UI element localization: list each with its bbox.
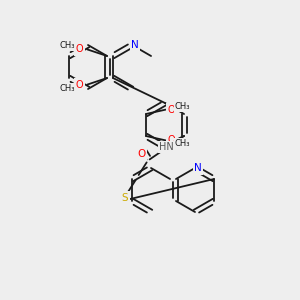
Text: CH₃: CH₃ <box>175 139 190 148</box>
Text: O: O <box>137 149 146 159</box>
Text: O: O <box>168 105 176 115</box>
Text: O: O <box>75 44 83 54</box>
Text: CH₃: CH₃ <box>175 102 190 111</box>
Text: N: N <box>131 40 139 50</box>
Text: N: N <box>194 163 202 173</box>
Text: CH₃: CH₃ <box>59 84 75 93</box>
Text: CH₃: CH₃ <box>59 41 75 50</box>
Text: O: O <box>168 135 176 146</box>
Text: S: S <box>121 193 128 202</box>
Text: HN: HN <box>159 142 174 152</box>
Text: O: O <box>75 80 83 90</box>
